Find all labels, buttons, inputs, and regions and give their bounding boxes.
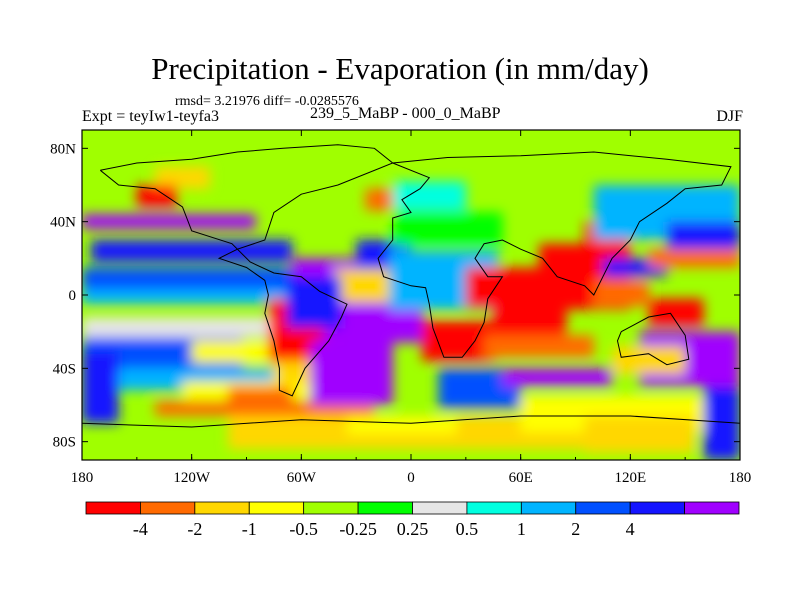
stats-text: rmsd= 3.21976 diff= -0.0285576 — [175, 94, 359, 109]
x-tick-label: 120E — [614, 470, 646, 486]
colorbar-label: 2 — [571, 519, 580, 539]
field-patch — [502, 368, 613, 387]
x-tick-label: 0 — [407, 470, 415, 486]
experiment-label: Expt = teyIw1-teyfa3 — [82, 108, 219, 125]
field-patch — [347, 416, 457, 435]
y-tick-label: 0 — [69, 288, 77, 304]
field-patch — [584, 416, 695, 453]
field-patch — [155, 166, 210, 189]
colorbar-label: -2 — [187, 519, 202, 539]
field-patch — [286, 276, 342, 328]
field-patch — [392, 212, 503, 246]
y-tick-label: 40S — [53, 361, 76, 377]
colorbar-swatch — [303, 501, 359, 515]
colorbar-label: -0.5 — [289, 519, 318, 539]
colorbar-label: 1 — [517, 519, 526, 539]
x-tick-label: 60W — [287, 470, 317, 486]
field-patch — [484, 335, 594, 358]
field-patch — [136, 185, 178, 207]
season-label: DJF — [716, 108, 743, 125]
colorbar-swatch — [85, 501, 141, 515]
field-patch — [273, 361, 320, 383]
colorbar-label: 0.25 — [397, 519, 429, 539]
field-patch — [593, 280, 649, 306]
colorbar-label: -4 — [133, 519, 148, 539]
x-tick-label: 60E — [509, 470, 533, 486]
colorbar-swatch — [194, 501, 250, 515]
period-label: 239_5_MaBP - 000_0_MaBP — [310, 105, 501, 122]
field-patch — [310, 340, 393, 405]
colorbar-label: -1 — [242, 519, 257, 539]
field-patch — [365, 188, 393, 211]
colorbar-swatch — [575, 501, 631, 515]
field-patch — [648, 249, 740, 268]
colorbar-label: 4 — [626, 519, 635, 539]
colorbar-swatch — [140, 501, 196, 515]
field-patch — [612, 346, 686, 374]
coastline — [99, 144, 394, 397]
coastline — [377, 151, 732, 358]
y-tick-label: 80N — [50, 141, 76, 157]
coastline — [82, 415, 740, 428]
colorbar-swatch — [466, 501, 522, 515]
field-plot — [82, 130, 740, 460]
x-tick-label: 180 — [729, 470, 752, 486]
field-patch — [91, 240, 293, 262]
colorbar-label: 0.5 — [456, 519, 479, 539]
field-patch — [392, 181, 466, 211]
x-tick-label: 120W — [173, 470, 211, 486]
colorbar-swatch — [248, 501, 305, 515]
colorbar-swatch — [629, 501, 685, 515]
colorbar-label: -0.25 — [339, 519, 377, 539]
x-tick-label: 180 — [71, 470, 94, 486]
colorbar-swatch — [520, 501, 577, 515]
field-patch — [666, 221, 740, 250]
coastline — [616, 312, 690, 366]
field-patch — [421, 320, 496, 361]
field-patch — [228, 386, 293, 402]
field-patch — [334, 269, 399, 303]
colorbar-swatch — [357, 501, 413, 515]
colorbar-swatch — [684, 501, 740, 515]
colorbar-swatch — [412, 501, 468, 515]
chart-title: Precipitation - Evaporation (in mm/day) — [151, 51, 649, 86]
field-patch — [82, 214, 256, 229]
y-tick-label: 80S — [53, 435, 76, 451]
y-tick-label: 40N — [50, 215, 76, 231]
field-patch — [82, 350, 119, 424]
